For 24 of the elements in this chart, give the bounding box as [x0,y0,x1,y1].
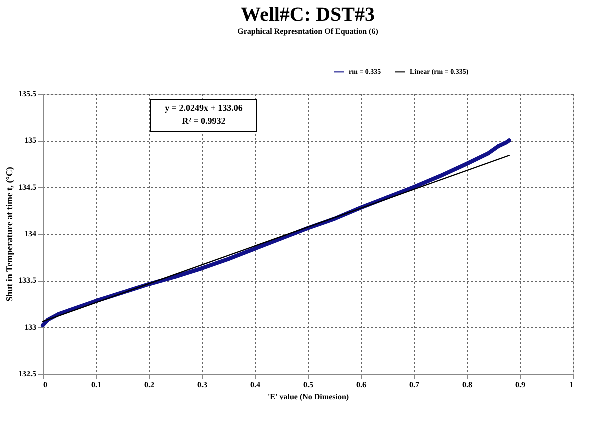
y-tick-label: 135 [24,136,36,146]
x-tick-label: 0.3 [198,380,208,390]
x-tick-label: 0.5 [304,380,314,390]
y-tick-label: 134 [24,230,36,238]
x-tick-label: 0.4 [250,380,260,390]
y-tick-label: 135.5 [18,90,36,98]
y-tick-label: 132.5 [18,370,36,378]
chart-title: Well#C: DST#3 [241,4,375,26]
x-tick-label: 0.8 [462,380,472,390]
x-tick-label: 0.6 [356,380,366,390]
x-tick-label: 0.9 [516,380,526,390]
y-tick-label: 133 [24,322,36,332]
y-tick-label: 133.5 [18,276,36,286]
x-tick-label: 0.1 [92,380,102,390]
x-tick-label: 1 [570,380,574,390]
chart-subtitle: Graphical Represntation Of Equation (6) [238,27,379,36]
x-tick-label: 0 [44,380,48,390]
y-axis-title: Shut in Temperature at time t, (°C) [4,167,14,302]
x-tick-label: 0.2 [144,380,154,390]
annotation: y = 2.0249x + 133.06 [165,103,244,113]
x-tick-label: 0.7 [410,380,420,390]
annotation: R² = 0.9932 [182,116,226,126]
y-tick-label: 134.5 [18,182,36,192]
x-axis-title: 'E' value (No Dimesion) [268,392,350,402]
